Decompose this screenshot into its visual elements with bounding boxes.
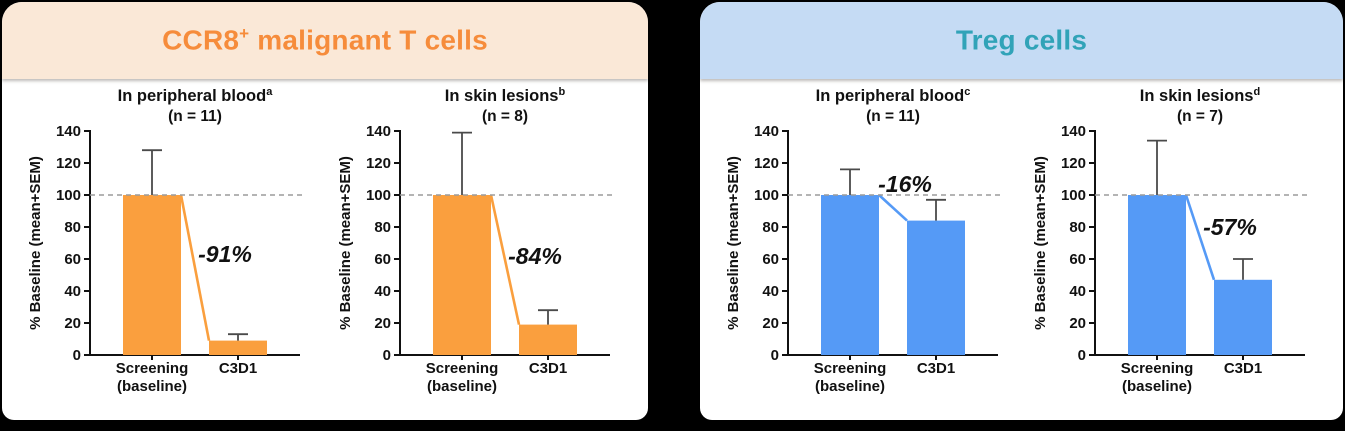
panel-ccr8-charts: In peripheral blooda (n = 11) % Baseline (… — [2, 79, 648, 405]
svg-text:60: 60 — [762, 251, 779, 268]
chart-ccr8-skin-lesions: In skin lesionsb (n = 8) % Baseline (mean+… — [337, 86, 612, 395]
svg-text:(n = 7): (n = 7) — [1177, 108, 1223, 125]
svg-text:60: 60 — [374, 251, 391, 268]
panel-ccr8-header: CCR8+ malignant T cells — [2, 2, 648, 79]
svg-text:100: 100 — [366, 187, 391, 204]
panel-ccr8-malignant-t-cells: CCR8+ malignant T cells In peripheral bl… — [2, 2, 648, 420]
panel-treg-title: Treg cells — [956, 24, 1087, 56]
svg-text:-84%: -84% — [508, 243, 562, 269]
panel-treg-charts: In peripheral bloodc (n = 11) % Baseline (… — [700, 79, 1343, 405]
svg-text:120: 120 — [56, 155, 81, 172]
svg-text:120: 120 — [754, 155, 779, 172]
svg-text:120: 120 — [366, 155, 391, 172]
svg-text:80: 80 — [64, 219, 81, 236]
svg-text:-91%: -91% — [198, 241, 252, 267]
panel-treg-title-text: Treg cells — [955, 24, 1088, 56]
svg-text:C3D1: C3D1 — [1224, 360, 1262, 377]
svg-text:In skin lesionsd: In skin lesionsd — [1140, 86, 1260, 105]
svg-text:0: 0 — [1078, 347, 1086, 364]
svg-text:C3D1: C3D1 — [917, 360, 955, 377]
panel-treg-header: Treg cells — [700, 2, 1343, 79]
svg-text:140: 140 — [366, 123, 391, 140]
svg-text:(n = 11): (n = 11) — [168, 108, 222, 125]
svg-text:(baseline): (baseline) — [1122, 378, 1192, 395]
svg-text:140: 140 — [56, 123, 81, 140]
svg-text:80: 80 — [374, 219, 391, 236]
chart-ccr8-peripheral-blood: In peripheral blooda (n = 11) % Baseline (… — [27, 86, 302, 395]
svg-text:% Baseline (mean+SEM): % Baseline (mean+SEM) — [27, 156, 44, 330]
panel-ccr8-title-rest: malignant T cells — [249, 24, 488, 56]
svg-text:(n = 11): (n = 11) — [866, 108, 920, 125]
svg-text:(baseline): (baseline) — [117, 378, 187, 395]
panel-ccr8-title-superscript: + — [239, 24, 250, 44]
svg-text:40: 40 — [1069, 283, 1086, 300]
svg-text:40: 40 — [762, 283, 779, 300]
panel-ccr8-title-text: CCR8 — [162, 24, 240, 56]
svg-text:Screening: Screening — [814, 360, 887, 377]
panel-treg-cells: Treg cells In peripheral bloodc (n = 11)%… — [700, 2, 1343, 420]
svg-text:C3D1: C3D1 — [529, 360, 567, 377]
svg-text:20: 20 — [1069, 315, 1086, 332]
svg-text:20: 20 — [762, 315, 779, 332]
svg-text:In skin lesionsb: In skin lesionsb — [445, 86, 566, 105]
svg-text:40: 40 — [64, 283, 81, 300]
svg-text:120: 120 — [1061, 155, 1086, 172]
svg-text:140: 140 — [754, 123, 779, 140]
chart-treg-skin-lesions: In skin lesionsd (n = 7) % Baseline (mean+… — [1032, 86, 1307, 395]
svg-text:0: 0 — [73, 347, 81, 364]
svg-text:In peripheral blooda: In peripheral blooda — [118, 86, 274, 105]
svg-text:(n = 8): (n = 8) — [482, 108, 528, 125]
svg-text:C3D1: C3D1 — [219, 360, 257, 377]
svg-text:Screening: Screening — [1121, 360, 1194, 377]
svg-text:40: 40 — [374, 283, 391, 300]
svg-text:20: 20 — [374, 315, 391, 332]
svg-text:-57%: -57% — [1203, 214, 1257, 240]
svg-text:80: 80 — [1069, 219, 1086, 236]
svg-text:100: 100 — [1061, 187, 1086, 204]
svg-text:80: 80 — [762, 219, 779, 236]
panel-ccr8-title: CCR8+ malignant T cells — [162, 24, 488, 56]
chart-treg-peripheral-blood: In peripheral bloodc (n = 11) % Baseline (… — [725, 86, 1000, 395]
svg-text:100: 100 — [754, 187, 779, 204]
svg-text:-16%: -16% — [878, 171, 932, 197]
svg-text:0: 0 — [771, 347, 779, 364]
svg-text:% Baseline (mean+SEM): % Baseline (mean+SEM) — [725, 156, 742, 330]
svg-text:Screening: Screening — [426, 360, 499, 377]
svg-text:60: 60 — [64, 251, 81, 268]
svg-text:140: 140 — [1061, 123, 1086, 140]
svg-text:(baseline): (baseline) — [815, 378, 885, 395]
svg-text:Screening: Screening — [116, 360, 189, 377]
svg-text:100: 100 — [56, 187, 81, 204]
svg-text:% Baseline (mean+SEM): % Baseline (mean+SEM) — [337, 156, 354, 330]
svg-text:% Baseline (mean+SEM): % Baseline (mean+SEM) — [1032, 156, 1049, 330]
svg-text:(baseline): (baseline) — [427, 378, 497, 395]
svg-text:0: 0 — [383, 347, 391, 364]
svg-text:60: 60 — [1069, 251, 1086, 268]
svg-text:In peripheral bloodc: In peripheral bloodc — [816, 86, 971, 105]
svg-text:20: 20 — [64, 315, 81, 332]
